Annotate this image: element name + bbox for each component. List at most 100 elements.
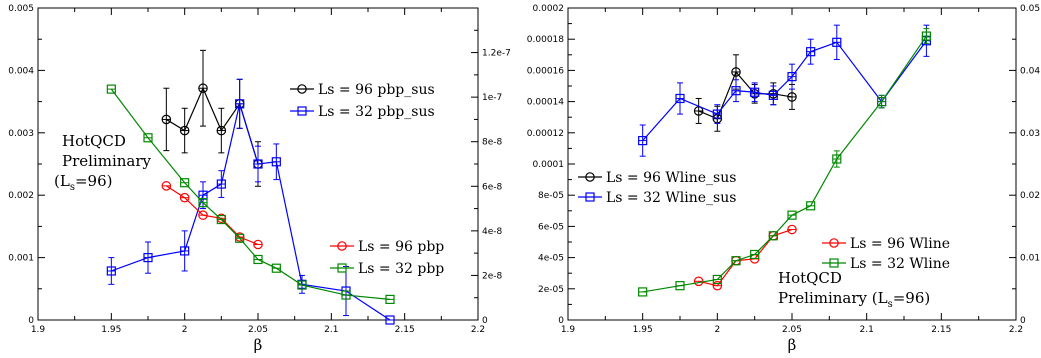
legend-label: Ls = 32 pbp — [358, 261, 444, 277]
series-line — [642, 35, 927, 293]
annotation-line: (Ls=96) — [54, 172, 112, 193]
y-right-tick-label: 2e-8 — [482, 271, 503, 281]
legend-label: Ls = 96 pbp — [358, 239, 444, 255]
y-left-tick-label: 8e-05 — [538, 191, 564, 201]
data-point — [198, 83, 208, 94]
legend-marker — [337, 241, 347, 251]
legend-label: Ls = 96 pbp_sus — [318, 82, 435, 98]
series-ls-32-wline — [638, 28, 932, 297]
series-ls-32-wline-sus — [638, 24, 932, 157]
annotation: HotQCD Preliminary (Ls=96) — [778, 269, 930, 310]
x-tick-label: 2.2 — [471, 325, 485, 335]
y-left-tick-label: 0.0001 — [533, 160, 565, 170]
data-point — [179, 125, 190, 136]
legend-marker — [585, 172, 595, 182]
series-ls-32-pbp — [106, 84, 395, 305]
annotation-line: Preliminary — [62, 152, 152, 170]
y-left-tick-label: 0.00014 — [527, 98, 564, 108]
y-right-tick-label: 0.04 — [1020, 66, 1040, 76]
legend-2: Ls = 96 pbp Ls = 32 pbp — [330, 239, 444, 277]
annotation-part: s — [888, 299, 893, 310]
chart-panel-2: 1.9 1.95 2 2.05 2.1 2.15 2.202e-054e-056e-058e… — [527, 4, 1041, 354]
data-point — [198, 210, 208, 220]
annotation-part: (L — [54, 172, 70, 190]
x-tick-label: 2 — [182, 325, 188, 335]
y-right-tick-label: 0.02 — [1020, 191, 1040, 201]
y-right-tick-label: 1.2e-7 — [482, 49, 511, 59]
y-left-tick-label: 4e-05 — [538, 254, 564, 264]
y-left-tick-label: 2e-05 — [538, 285, 564, 295]
annotation: HotQCD Preliminary (Ls=96) — [54, 132, 152, 193]
y-left-tick-label: 0.00018 — [527, 35, 564, 45]
legend-1: Ls = 96 Wline_sus Ls = 32 Wline_sus — [578, 170, 736, 206]
x-tick-label: 2.1 — [324, 325, 338, 335]
data-point — [787, 224, 797, 235]
data-point — [161, 181, 172, 191]
legend-label: Ls = 32 Wline_sus — [606, 190, 736, 206]
y-right-tick-label: 1e-7 — [482, 93, 502, 103]
y-left-tick-label: 0.005 — [8, 4, 34, 14]
legend-label: Ls = 96 Wline_sus — [606, 170, 736, 186]
x-tick-label: 2.2 — [1009, 325, 1023, 335]
chart-panel-1: 1.9 1.95 2 2.05 2.1 2.15 2.200.0010.0020.0030.… — [8, 4, 511, 354]
y-left-tick-label: 0.0002 — [533, 4, 565, 14]
x-axis-label: β — [254, 336, 263, 354]
y-left-tick-label: 0.003 — [8, 129, 34, 139]
legend-label: Ls = 32 pbp_sus — [318, 104, 435, 120]
y-left-tick-label: 0 — [558, 316, 564, 326]
x-tick-label: 2.05 — [248, 325, 268, 335]
x-tick-label: 1.95 — [101, 325, 121, 335]
series-ls-96-pbp-sus — [161, 49, 263, 187]
y-left-tick-label: 0.00012 — [527, 129, 564, 139]
x-tick-label: 1.9 — [31, 325, 46, 335]
series-ls-96-pbp — [161, 181, 263, 250]
x-tick-label: 2.15 — [395, 325, 415, 335]
y-right-tick-label: 6e-8 — [482, 182, 503, 192]
legend-marker — [297, 84, 307, 94]
x-tick-label: 2.1 — [860, 325, 874, 335]
y-right-tick-label: 0.03 — [1020, 129, 1040, 139]
annotation-part: Preliminary (L — [778, 289, 888, 307]
data-point — [179, 192, 190, 203]
annotation-part: =96) — [75, 172, 113, 190]
annotation-line: HotQCD — [778, 269, 842, 287]
x-axis-label: β — [788, 336, 797, 354]
series-line — [642, 40, 927, 141]
x-tick-label: 2 — [714, 325, 720, 335]
y-left-tick-label: 0.001 — [8, 254, 34, 264]
y-right-tick-label: 8e-8 — [482, 138, 503, 148]
x-tick-label: 1.95 — [633, 325, 653, 335]
y-right-tick-label: 0.05 — [1020, 4, 1040, 14]
annotation-line: HotQCD — [62, 132, 126, 150]
data-point — [216, 125, 227, 136]
y-right-tick-label: 0 — [482, 316, 488, 326]
series-line — [698, 70, 793, 120]
data-point — [787, 92, 797, 102]
legend-marker — [829, 238, 839, 248]
y-right-tick-label: 0 — [1020, 316, 1026, 326]
data-point — [253, 239, 263, 250]
x-tick-label: 1.9 — [561, 325, 576, 335]
series-ls-96-wline-sus — [693, 54, 797, 132]
x-tick-label: 2.05 — [782, 325, 802, 335]
legend-label: Ls = 96 Wline — [850, 236, 950, 252]
annotation-part: s — [70, 182, 75, 193]
y-left-tick-label: 0.002 — [8, 191, 34, 201]
y-right-tick-label: 0.01 — [1020, 254, 1040, 264]
y-left-tick-label: 0.00016 — [527, 66, 564, 76]
y-left-tick-label: 0.004 — [8, 66, 34, 76]
y-left-tick-label: 6e-05 — [538, 222, 564, 232]
data-point — [712, 280, 723, 291]
annotation-part: =96) — [893, 289, 931, 307]
annotation-line: Preliminary (Ls=96) — [778, 289, 930, 310]
series-line — [698, 228, 793, 287]
y-left-tick-label: 0 — [28, 316, 34, 326]
legend-label: Ls = 32 Wline — [850, 256, 950, 272]
data-point — [731, 67, 741, 77]
legend-1: Ls = 96 pbp_sus Ls = 32 pbp_sus — [290, 82, 435, 120]
x-tick-label: 2.15 — [931, 325, 951, 335]
y-right-tick-label: 4e-8 — [482, 227, 503, 237]
data-point — [161, 114, 172, 125]
legend-2: Ls = 96 Wline Ls = 32 Wline — [822, 236, 950, 272]
